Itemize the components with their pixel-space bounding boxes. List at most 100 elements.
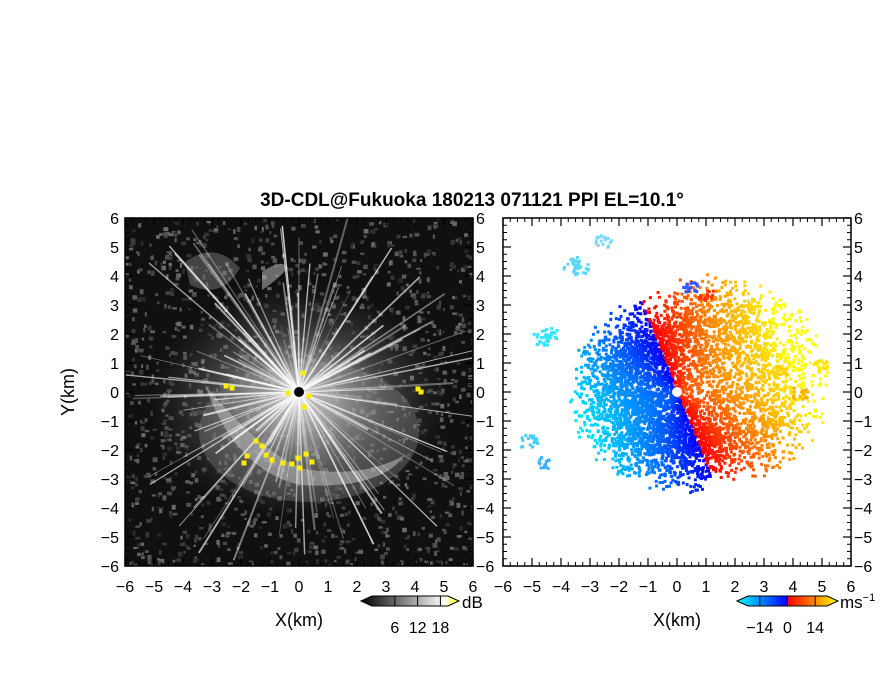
noise-speck	[151, 255, 154, 260]
velocity-cell	[700, 308, 704, 312]
noise-speck	[391, 244, 395, 247]
velocity-cell	[668, 385, 672, 389]
noise-speck	[346, 286, 350, 289]
velocity-cell	[627, 325, 631, 329]
noise-speck	[307, 529, 311, 534]
velocity-cell	[714, 365, 718, 369]
velocity-cell	[751, 326, 755, 330]
velocity-cell	[649, 365, 653, 369]
velocity-cell	[710, 440, 714, 444]
noise-speck	[401, 274, 407, 279]
noise-speck	[186, 546, 191, 550]
velocity-cell	[738, 346, 742, 350]
noise-speck	[294, 548, 298, 553]
radial-ray	[278, 391, 300, 488]
velocity-cell	[611, 414, 615, 418]
noise-speck	[416, 267, 421, 270]
noise-speck	[457, 322, 463, 326]
velocity-cell	[753, 414, 757, 418]
noise-speck	[464, 249, 469, 253]
radial-ray	[298, 391, 400, 481]
velocity-cell	[599, 417, 603, 421]
strong-echo-spot	[309, 459, 315, 465]
radial-ray	[232, 351, 300, 393]
velocity-cell	[678, 440, 682, 444]
velocity-cell	[789, 390, 793, 394]
velocity-cell	[752, 468, 756, 472]
velocity-cell	[676, 476, 680, 480]
velocity-cell	[665, 485, 669, 489]
velocity-cell	[723, 342, 727, 346]
velocity-cell	[745, 387, 749, 391]
noise-speck	[380, 560, 384, 564]
noise-speck	[461, 387, 466, 392]
velocity-cell	[667, 337, 671, 341]
echo-arc	[205, 385, 405, 486]
noise-speck	[433, 473, 438, 476]
noise-speck	[374, 548, 379, 552]
velocity-cell	[688, 371, 692, 375]
noise-speck	[463, 264, 468, 270]
noise-speck	[135, 536, 141, 540]
velocity-cell	[786, 352, 790, 356]
velocity-cell	[695, 310, 699, 314]
velocity-cell	[738, 340, 742, 344]
noise-speck	[248, 519, 252, 522]
strong-echo-spot	[223, 383, 229, 389]
noise-speck	[434, 481, 438, 485]
velocity-cell	[603, 403, 607, 407]
noise-speck	[246, 253, 252, 259]
velocity-cell	[679, 338, 683, 342]
velocity-cell	[706, 280, 710, 284]
velocity-cell	[619, 400, 623, 404]
velocity-cell	[634, 391, 638, 395]
noise-speck	[255, 285, 259, 288]
velocity-cell	[635, 418, 639, 422]
velocity-cell	[693, 318, 697, 322]
velocity-cell	[623, 446, 627, 450]
velocity-cell	[795, 415, 799, 419]
velocity-cell	[620, 335, 624, 339]
noise-speck	[373, 266, 377, 271]
velocity-cell	[596, 430, 600, 434]
strong-echo-spot	[301, 404, 307, 410]
velocity-cell	[666, 422, 670, 426]
velocity-cell	[726, 431, 730, 435]
velocity-cell	[745, 460, 749, 464]
noise-speck	[287, 284, 292, 288]
velocity-cell	[711, 321, 715, 325]
noise-speck	[428, 533, 433, 538]
reflectivity-x-tick-label: −5	[145, 579, 163, 596]
velocity-cell	[757, 401, 761, 405]
velocity-cell	[750, 400, 754, 404]
velocity-cell	[728, 393, 732, 397]
velocity-cell	[733, 470, 737, 474]
velocity-cell	[616, 416, 620, 420]
noise-speck	[136, 443, 141, 446]
velocity-cell	[754, 387, 758, 391]
velocity-cell	[676, 436, 680, 440]
velocity-cell	[781, 421, 785, 425]
noise-speck	[396, 564, 401, 566]
velocity-cell	[596, 357, 600, 361]
velocity-cell	[703, 314, 707, 318]
noise-speck	[221, 522, 227, 526]
velocity-cell	[630, 467, 634, 471]
strong-echo-spot	[297, 465, 303, 471]
velocity-cell	[705, 438, 709, 442]
radial-ray	[298, 391, 398, 406]
velocity-cell	[722, 385, 726, 389]
velocity-cell	[668, 433, 672, 437]
noise-speck	[445, 561, 448, 565]
noise-speck	[452, 221, 457, 227]
noise-speck	[445, 523, 450, 527]
velocity-cell	[613, 382, 617, 386]
velocity-cell	[664, 440, 668, 444]
velocity-cell	[632, 390, 636, 394]
noise-speck	[339, 540, 345, 544]
velocity-cell	[724, 279, 728, 283]
velocity-cell	[811, 374, 815, 378]
noise-speck	[327, 564, 331, 566]
radial-ray	[198, 391, 300, 554]
reflectivity-y-tick-label-right: −4	[476, 501, 494, 518]
